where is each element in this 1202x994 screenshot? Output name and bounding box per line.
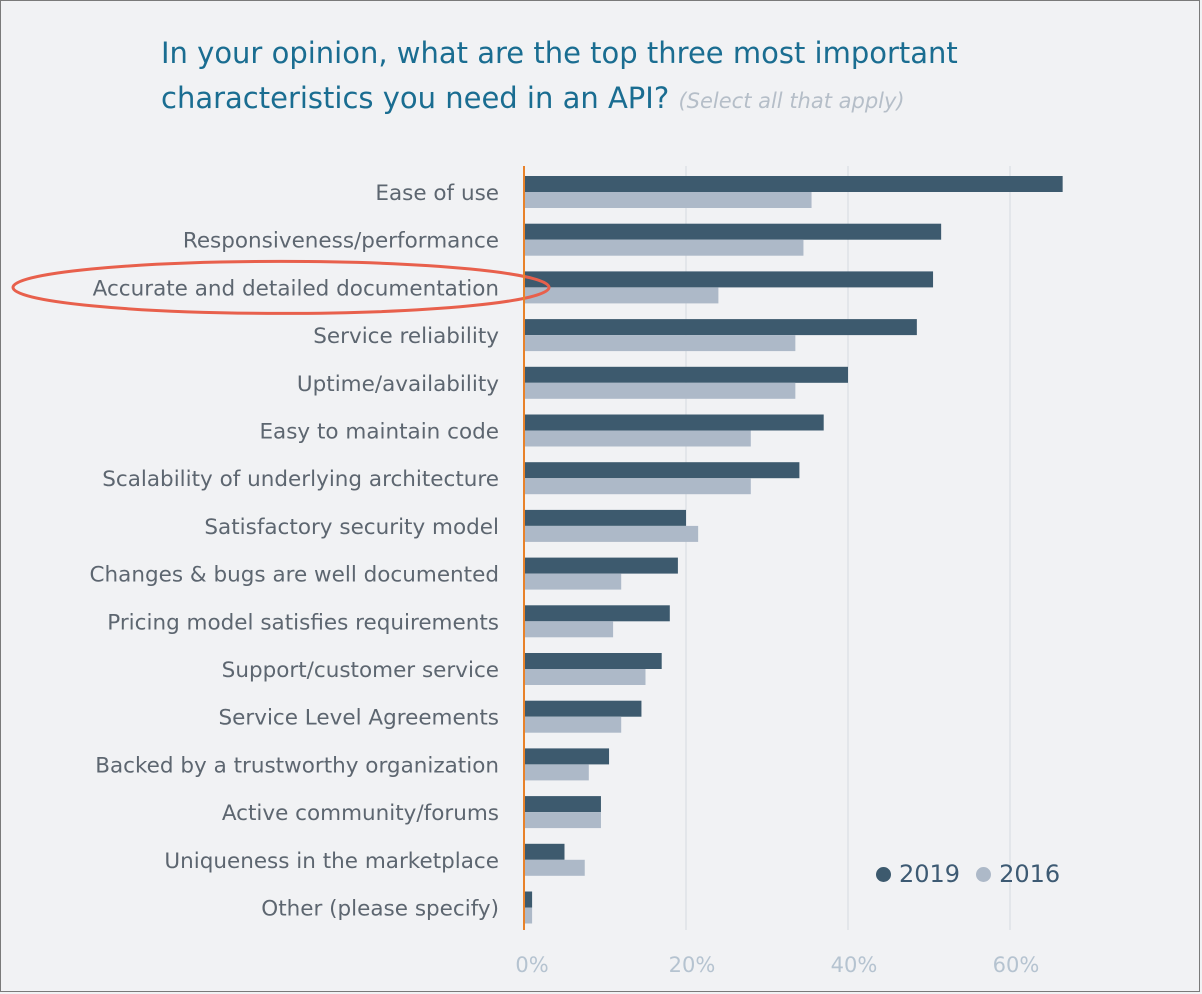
bar-2019: [524, 366, 848, 383]
category-label: Service Level Agreements: [219, 706, 500, 731]
category-label: Scalability of underlying architecture: [102, 467, 499, 492]
category-label: Accurate and detailed documentation: [93, 276, 499, 301]
category-label: Pricing model satisfies requirements: [107, 610, 499, 635]
bar-2019: [524, 891, 533, 908]
bar-2019: [524, 843, 565, 860]
bar-2019: [524, 700, 642, 717]
category-label: Other (please specify): [261, 897, 499, 922]
legend-item-2016: 2016: [976, 860, 1060, 888]
legend-item-2019: 2019: [876, 860, 960, 888]
bar-2016: [524, 859, 585, 876]
bar-2016: [524, 382, 796, 399]
legend-dot-2016: [976, 866, 992, 882]
legend-label-2019: 2019: [899, 860, 961, 888]
x-tick-label: 20%: [669, 953, 716, 977]
category-label: Responsiveness/performance: [183, 229, 499, 254]
chart-title: In your opinion, what are the top three …: [161, 31, 1161, 124]
bar-2019: [524, 748, 610, 765]
bar-2019: [524, 796, 601, 813]
bar-2019: [524, 223, 942, 240]
bar-2016: [524, 239, 804, 256]
category-label: Service reliability: [313, 324, 499, 349]
bar-2019: [524, 605, 670, 622]
category-label: Ease of use: [375, 181, 499, 206]
bar-2016: [524, 478, 751, 495]
bar-2016: [524, 192, 812, 208]
bar-2019: [524, 271, 934, 288]
category-label: Active community/forums: [222, 801, 499, 826]
category-label: Uptime/availability: [297, 372, 499, 397]
bar-2016: [524, 764, 589, 781]
category-label: Easy to maintain code: [259, 420, 499, 445]
category-label: Support/customer service: [222, 658, 499, 683]
bar-2019: [524, 557, 678, 574]
x-tick-label: 40%: [831, 953, 878, 977]
bar-2019: [524, 462, 800, 479]
title-main: In your opinion, what are the top three …: [161, 36, 958, 115]
category-label: Changes & bugs are well documented: [90, 563, 499, 588]
bar-2019: [524, 653, 662, 669]
bar-2016: [524, 525, 699, 542]
legend-dot-2019: [876, 866, 891, 882]
bar-2016: [524, 907, 533, 924]
bar-2016: [524, 716, 622, 733]
title-hint: (Select all that apply): [678, 89, 905, 113]
bar-2019: [524, 414, 824, 431]
bar-2016: [524, 669, 646, 685]
category-label: Backed by a trustworthy organization: [95, 753, 499, 778]
bar-2016: [524, 335, 796, 352]
bar-2016: [524, 430, 751, 447]
bar-2019: [524, 319, 917, 336]
bar-2016: [524, 287, 719, 304]
x-tick-label: 0%: [515, 953, 548, 977]
x-tick-label: 60%: [993, 953, 1040, 977]
bar-2019: [524, 176, 1063, 192]
bar-2016: [524, 621, 614, 638]
highlight-ellipse: [11, 259, 551, 315]
bar-2016: [524, 573, 622, 590]
legend-label-2016: 2016: [999, 860, 1061, 888]
category-label: Satisfactory security model: [204, 515, 499, 540]
bar-2019: [524, 509, 686, 526]
category-label: Uniqueness in the marketplace: [164, 849, 499, 874]
bar-2016: [524, 812, 601, 829]
chart-legend: 2019 2016: [876, 860, 1066, 888]
